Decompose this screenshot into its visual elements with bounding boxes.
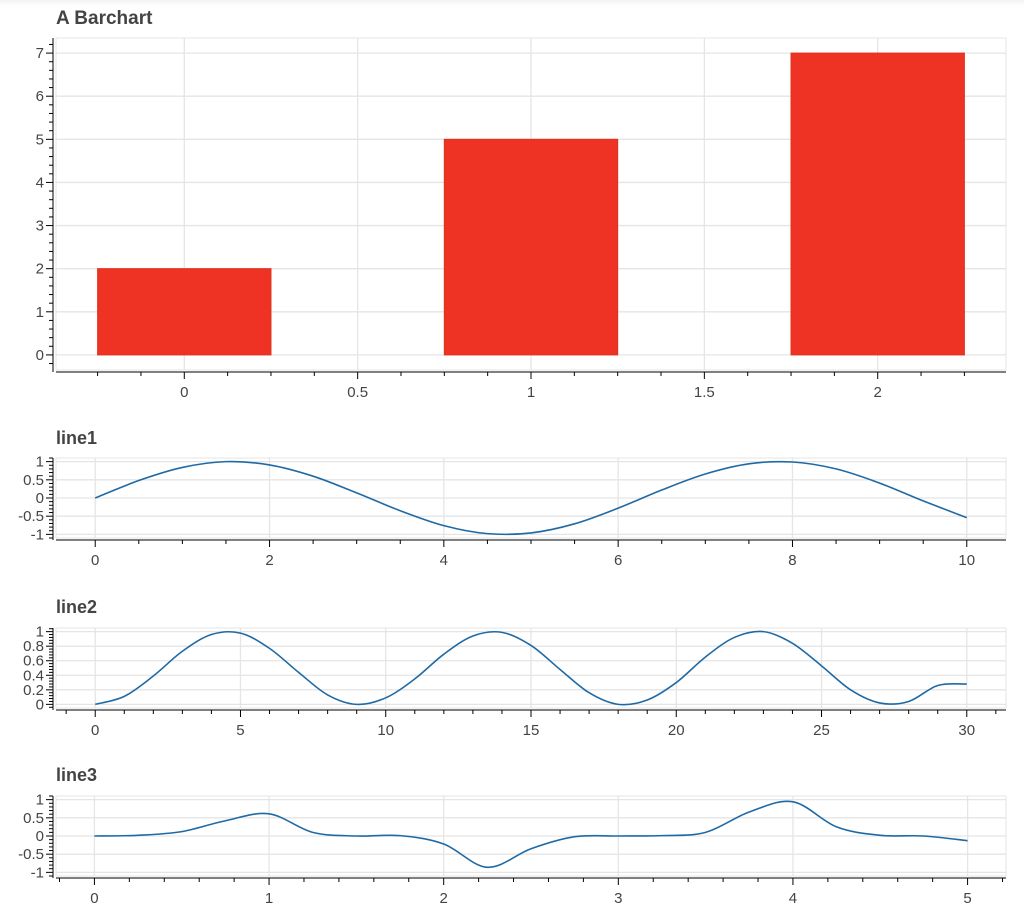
x-tick-label: 0.5 bbox=[347, 384, 368, 401]
y-tick-label: -1 bbox=[31, 864, 44, 881]
bar bbox=[443, 138, 619, 356]
y-tick-label: 0.6 bbox=[23, 653, 44, 670]
y-tick-label: 0 bbox=[36, 490, 44, 507]
y-tick-label: 0.8 bbox=[23, 638, 44, 655]
x-tick-label: 4 bbox=[440, 552, 448, 569]
y-tick-label: 0 bbox=[36, 828, 44, 845]
y-tick-label: 2 bbox=[36, 261, 44, 278]
x-tick-label: 5 bbox=[963, 890, 971, 907]
x-tick-label: 1 bbox=[265, 890, 273, 907]
x-tick-label: 10 bbox=[958, 552, 975, 569]
y-tick-label: 1 bbox=[36, 304, 44, 321]
y-tick-label: 1 bbox=[36, 624, 44, 641]
x-tick-label: 1 bbox=[527, 384, 535, 401]
y-tick-label: 4 bbox=[36, 174, 44, 191]
chart-panel-0: 0 0.5 1 1.5 2 0 1 2 3 4 5 6 7 A Barchart bbox=[36, 8, 1007, 401]
x-tick-label: 4 bbox=[789, 890, 797, 907]
x-tick-label: 10 bbox=[377, 722, 394, 739]
x-tick-label: 0 bbox=[91, 552, 99, 569]
y-tick-label: 3 bbox=[36, 218, 44, 235]
bar bbox=[790, 52, 965, 356]
x-tick-label: 15 bbox=[523, 722, 540, 739]
y-tick-label: 5 bbox=[36, 131, 44, 148]
x-tick-label: 0 bbox=[90, 890, 98, 907]
y-tick-label: 0.5 bbox=[23, 472, 44, 489]
y-tick-label: 7 bbox=[36, 45, 44, 62]
x-tick-label: 0 bbox=[180, 384, 188, 401]
y-tick-label: -0.5 bbox=[18, 508, 44, 525]
chart-title: A Barchart bbox=[56, 8, 153, 29]
x-tick-label: 30 bbox=[958, 722, 975, 739]
x-tick-label: 2 bbox=[265, 552, 273, 569]
y-tick-label: 0.5 bbox=[23, 810, 44, 827]
y-tick-label: 0 bbox=[36, 347, 44, 364]
series-line bbox=[94, 460, 968, 536]
x-tick-label: 2 bbox=[440, 890, 448, 907]
y-tick-label: -0.5 bbox=[18, 846, 44, 863]
y-tick-label: 0 bbox=[36, 696, 44, 713]
bar bbox=[97, 268, 272, 356]
y-tick-label: 0.2 bbox=[23, 682, 44, 699]
series-line bbox=[94, 800, 968, 869]
x-tick-label: 20 bbox=[668, 722, 685, 739]
x-tick-label: 6 bbox=[614, 552, 622, 569]
series-line bbox=[95, 630, 967, 706]
y-tick-label: 1 bbox=[36, 792, 44, 809]
y-tick-label: 1 bbox=[36, 454, 44, 471]
chart-title: line1 bbox=[56, 428, 97, 448]
x-tick-label: 25 bbox=[813, 722, 830, 739]
y-tick-label: 6 bbox=[36, 88, 44, 105]
window-top-edge bbox=[0, 0, 1024, 6]
x-tick-label: 5 bbox=[236, 722, 244, 739]
x-tick-label: 2 bbox=[874, 384, 882, 401]
x-tick-label: 1.5 bbox=[694, 384, 715, 401]
chart-title: line2 bbox=[56, 597, 97, 617]
y-tick-label: 0.4 bbox=[23, 667, 44, 684]
y-tick-label: -1 bbox=[31, 526, 44, 543]
x-tick-label: 3 bbox=[614, 890, 622, 907]
chart-title: line3 bbox=[56, 765, 97, 785]
x-tick-label: 8 bbox=[788, 552, 796, 569]
x-tick-label: 0 bbox=[91, 722, 99, 739]
